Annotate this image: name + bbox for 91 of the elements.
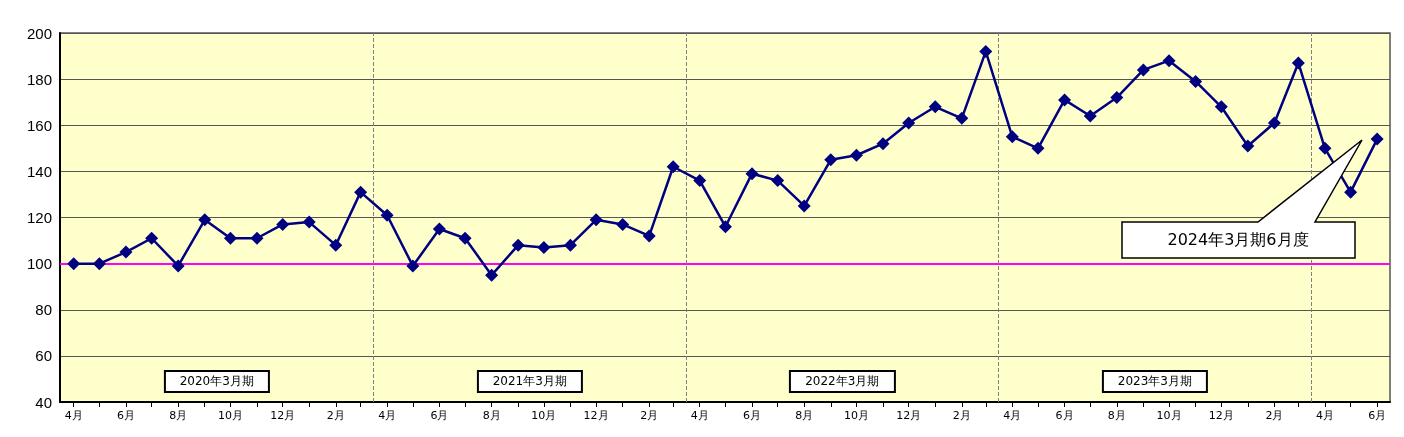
point	[902, 116, 916, 130]
point	[1110, 91, 1124, 105]
point	[1241, 139, 1255, 153]
point	[198, 213, 212, 227]
point	[67, 257, 81, 271]
x-tick-label: 8月	[482, 409, 501, 422]
point	[250, 231, 264, 245]
point	[1318, 141, 1332, 155]
point	[380, 208, 394, 222]
x-tick-label: 4月	[378, 409, 397, 422]
x-tick-label: 6月	[1055, 409, 1074, 422]
x-tick-label: 10月	[843, 409, 869, 422]
point	[485, 268, 499, 282]
point	[537, 240, 551, 254]
point	[302, 215, 316, 229]
point	[145, 231, 159, 245]
annotation: 2023年3月期	[1101, 370, 1208, 393]
point	[979, 44, 993, 58]
point	[354, 185, 368, 199]
point	[1083, 109, 1097, 123]
point	[1136, 63, 1150, 77]
y-tick-label: 80	[35, 301, 52, 319]
point	[745, 167, 759, 181]
point	[1291, 56, 1305, 70]
point	[797, 199, 811, 213]
x-tick-label: 6月	[430, 409, 449, 422]
point	[1058, 93, 1072, 107]
x-tick-label: 12月	[583, 409, 609, 422]
x-tick-label: 10月	[531, 409, 557, 422]
x-tick-label: 12月	[896, 409, 922, 422]
point	[1214, 100, 1228, 114]
point	[1189, 74, 1203, 88]
point	[1031, 141, 1045, 155]
point	[511, 238, 525, 252]
x-tick-label: 8月	[169, 409, 188, 422]
point	[1267, 116, 1281, 130]
y-tick-label: 60	[35, 347, 52, 365]
point	[1344, 185, 1358, 199]
point	[824, 153, 838, 167]
y-tick-label: 180	[26, 70, 52, 88]
point	[432, 222, 446, 236]
point	[1370, 132, 1384, 146]
x-tick-label: 6月	[1368, 409, 1387, 422]
x-tick-label: 4月	[1315, 409, 1334, 422]
point	[876, 137, 890, 151]
x-tick-label: 12月	[270, 409, 296, 422]
x-tick-label: 10月	[217, 409, 243, 422]
x-tick-label: 2月	[1265, 409, 1284, 422]
x-tick-label: 2月	[952, 409, 971, 422]
x-tick-label: 6月	[116, 409, 135, 422]
point	[693, 174, 707, 188]
x-tick-label: 8月	[795, 409, 814, 422]
point	[642, 229, 656, 243]
x-tick-label: 6月	[742, 409, 761, 422]
point	[171, 259, 185, 273]
point	[276, 217, 290, 231]
annotation: 2020年3月期	[163, 370, 270, 393]
annotation: 2022年3月期	[789, 370, 896, 393]
point	[616, 217, 630, 231]
annotation: 2024年3月期6月度	[1167, 229, 1309, 251]
point	[563, 238, 577, 252]
point	[666, 160, 680, 174]
point	[119, 245, 133, 259]
annotation: 2021年3月期	[476, 370, 583, 393]
point	[458, 231, 472, 245]
y-tick-label: 120	[26, 209, 52, 226]
x-tick-label: 2月	[326, 409, 345, 422]
x-tick-label: 4月	[1003, 409, 1022, 422]
x-tick-label: 2月	[640, 409, 659, 422]
x-tick-label: 10月	[1156, 409, 1182, 422]
point	[406, 259, 420, 273]
y-tick-label: 140	[26, 162, 52, 180]
y-tick-label: 200	[26, 24, 52, 42]
point	[718, 220, 732, 234]
point	[849, 148, 863, 162]
y-tick-label: 100	[26, 255, 52, 273]
x-tick-label: 8月	[1107, 409, 1126, 422]
y-tick-label: 160	[26, 116, 52, 134]
x-tick-label: 12月	[1208, 409, 1234, 422]
point	[771, 174, 785, 188]
point	[955, 111, 969, 125]
point	[329, 238, 343, 252]
point	[1162, 54, 1176, 68]
point	[92, 257, 106, 271]
point	[928, 100, 942, 114]
x-tick-label: 4月	[64, 409, 83, 422]
y-tick-label: 40	[35, 393, 52, 411]
point	[223, 231, 237, 245]
x-tick-label: 4月	[690, 409, 709, 422]
point	[1005, 130, 1019, 144]
point	[589, 213, 603, 227]
